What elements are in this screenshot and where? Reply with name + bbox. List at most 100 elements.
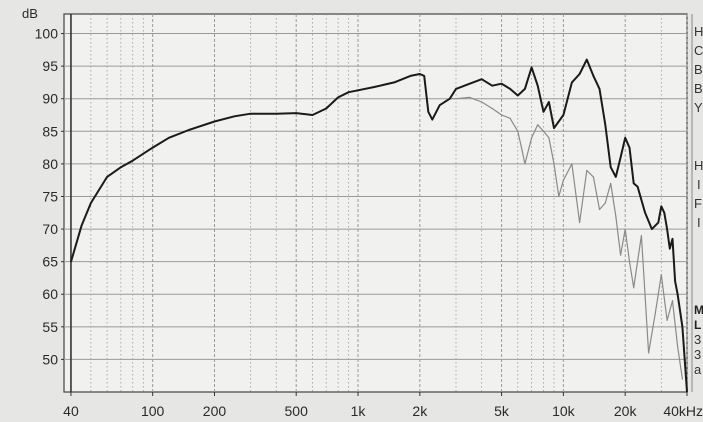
series-0-point-8 <box>188 129 190 131</box>
series-0-point-50 <box>615 176 617 178</box>
y-tick-label-55: 55 <box>42 319 58 335</box>
series-1-point-35 <box>666 319 668 321</box>
series-0-point-22 <box>419 73 421 75</box>
x-tick-label-4: 1k <box>351 403 367 419</box>
series-1-point-17 <box>558 195 560 198</box>
series-0-point-55 <box>637 186 639 188</box>
side-text-bottom-4: a <box>694 362 702 377</box>
series-0-point-54 <box>633 182 635 185</box>
series-0-point-0 <box>70 261 72 263</box>
series-1-point-23 <box>598 208 601 211</box>
series-0-point-1 <box>80 225 83 227</box>
series-1-point-5 <box>481 101 483 103</box>
series-0-point-20 <box>393 81 395 84</box>
series-0-point-3 <box>106 176 108 178</box>
series-0-point-44 <box>586 59 588 61</box>
series-0-point-24 <box>427 111 429 113</box>
series-0-point-62 <box>669 248 671 250</box>
series-layer <box>70 58 688 393</box>
series-1-point-11 <box>524 163 526 165</box>
series-0-point-45 <box>592 75 594 77</box>
series-0-point-33 <box>509 88 511 90</box>
series-1-point-4 <box>469 96 471 99</box>
y-unit-label: dB <box>22 6 38 21</box>
series-1-point-31 <box>640 234 643 237</box>
y-tick-label-100: 100 <box>35 26 59 42</box>
side-text-upper-1: C <box>694 43 703 58</box>
series-1-point-33 <box>654 313 656 315</box>
x-tick-label-9: 40kHz <box>663 403 703 419</box>
series-1-point-26 <box>615 215 617 217</box>
series-0-point-13 <box>295 112 297 114</box>
y-axis-ticks: 100 95 90 85 80 75 70 65 60 55 50 <box>35 26 64 367</box>
series-0-point-4 <box>120 166 122 168</box>
x-tick-label-1: 100 <box>141 403 165 419</box>
series-0-point-59 <box>660 205 662 207</box>
side-text-upper-0: H <box>694 24 703 39</box>
series-0-point-43 <box>579 73 581 75</box>
series-0-point-52 <box>624 137 626 139</box>
series-0-point-15 <box>325 107 327 110</box>
series-0-point-56 <box>644 212 646 214</box>
series-1-point-24 <box>604 202 606 204</box>
series-0-point-16 <box>337 96 339 99</box>
y-tick-label-60: 60 <box>42 286 58 302</box>
x-tick-label-5: 2k <box>412 403 428 419</box>
series-0-point-58 <box>657 221 659 224</box>
series-0-point-10 <box>233 115 235 117</box>
series-1-point-13 <box>537 124 539 126</box>
side-text-upper-4: Y <box>694 100 703 115</box>
series-0-point-48 <box>604 124 606 126</box>
series-0-point-30 <box>481 78 483 80</box>
series-0-point-39 <box>548 101 550 103</box>
series-1-point-3 <box>455 98 457 100</box>
series-1-point-7 <box>500 114 503 116</box>
series-1-point-29 <box>628 261 631 263</box>
series-1-point-32 <box>647 352 650 354</box>
series-1-point-28 <box>624 228 626 230</box>
series-0-point-23 <box>423 75 425 77</box>
x-tick-label-3: 500 <box>285 403 309 419</box>
series-1-point-14 <box>542 130 545 132</box>
side-text-bottom-0: M <box>694 303 703 317</box>
series-0-point-61 <box>666 228 668 230</box>
series-1-point-25 <box>610 182 612 185</box>
y-tick-label-50: 50 <box>42 351 58 367</box>
series-1-point-9 <box>517 130 519 132</box>
y-tick-label-75: 75 <box>42 188 58 204</box>
series-0-point-12 <box>275 113 277 115</box>
series-0-point-29 <box>469 83 471 85</box>
series-0-point-32 <box>500 83 503 85</box>
series-0-point-57 <box>651 228 653 230</box>
series-0-point-25 <box>431 118 433 121</box>
series-1-point-6 <box>491 107 493 110</box>
series-1-point-19 <box>571 163 573 165</box>
series-1-point-27 <box>620 254 622 256</box>
series-1-point-38 <box>681 378 684 380</box>
series-0-point-66 <box>681 326 684 328</box>
series-1-point-30 <box>633 287 635 289</box>
major-grid <box>64 14 688 392</box>
series-0-point-65 <box>677 293 679 295</box>
series-1-point-34 <box>660 274 662 276</box>
series-0-point-67 <box>686 391 688 393</box>
series-1-point-8 <box>509 117 511 119</box>
x-tick-label-7: 10k <box>552 403 576 419</box>
series-0-point-26 <box>439 104 441 106</box>
x-axis-ticks: 40 100 200 500 1k 2k 5k 10k 20k 40kHz <box>63 392 703 419</box>
series-1-point-16 <box>553 163 555 165</box>
series-1-point-15 <box>548 137 550 139</box>
series-line-0 <box>70 58 688 393</box>
series-0-point-35 <box>524 88 526 90</box>
series-0-point-38 <box>542 111 545 113</box>
series-0-point-37 <box>537 85 539 87</box>
series-0-point-49 <box>610 166 612 168</box>
series-0-point-14 <box>311 114 314 116</box>
series-0-point-19 <box>373 86 375 88</box>
plot-area <box>63 13 688 393</box>
series-0-point-64 <box>674 280 676 282</box>
series-0-point-40 <box>553 127 555 129</box>
series-0-point-53 <box>628 147 631 149</box>
